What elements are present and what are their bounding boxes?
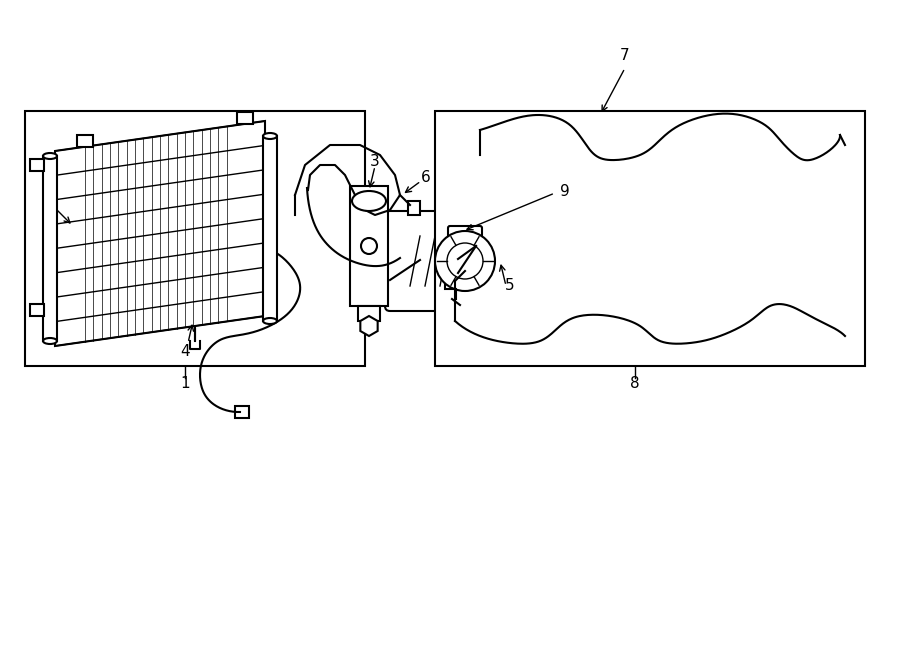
Ellipse shape: [43, 153, 57, 159]
Bar: [30, 159, 44, 171]
FancyBboxPatch shape: [385, 211, 505, 311]
Bar: [71, 227, 83, 235]
Circle shape: [447, 243, 483, 279]
Ellipse shape: [352, 191, 386, 211]
Bar: [237, 112, 253, 124]
Text: 3: 3: [370, 153, 380, 169]
Bar: [288, 213, 302, 225]
FancyBboxPatch shape: [448, 226, 482, 248]
Text: 6: 6: [421, 171, 431, 186]
Text: 2: 2: [43, 194, 53, 208]
Bar: [30, 304, 44, 316]
Ellipse shape: [43, 338, 57, 344]
Bar: [435, 111, 865, 366]
Bar: [358, 306, 380, 321]
Ellipse shape: [263, 133, 277, 139]
Bar: [235, 406, 249, 418]
Bar: [25, 111, 365, 366]
Bar: [445, 277, 467, 289]
Circle shape: [435, 231, 495, 291]
Bar: [43, 156, 57, 341]
Text: 7: 7: [620, 48, 630, 63]
Bar: [263, 136, 277, 321]
Ellipse shape: [263, 318, 277, 324]
Bar: [840, 147, 854, 165]
Polygon shape: [55, 121, 265, 346]
Bar: [458, 259, 476, 273]
Bar: [188, 340, 202, 358]
Text: 1: 1: [180, 375, 190, 391]
Bar: [350, 186, 388, 306]
Bar: [80, 228, 88, 234]
Text: 4: 4: [180, 344, 190, 358]
Bar: [192, 313, 198, 329]
Bar: [77, 135, 93, 147]
Text: 9: 9: [560, 184, 570, 198]
Bar: [408, 201, 420, 215]
Bar: [473, 154, 487, 168]
Text: 5: 5: [505, 278, 515, 293]
Text: 8: 8: [630, 375, 640, 391]
Circle shape: [361, 238, 377, 254]
